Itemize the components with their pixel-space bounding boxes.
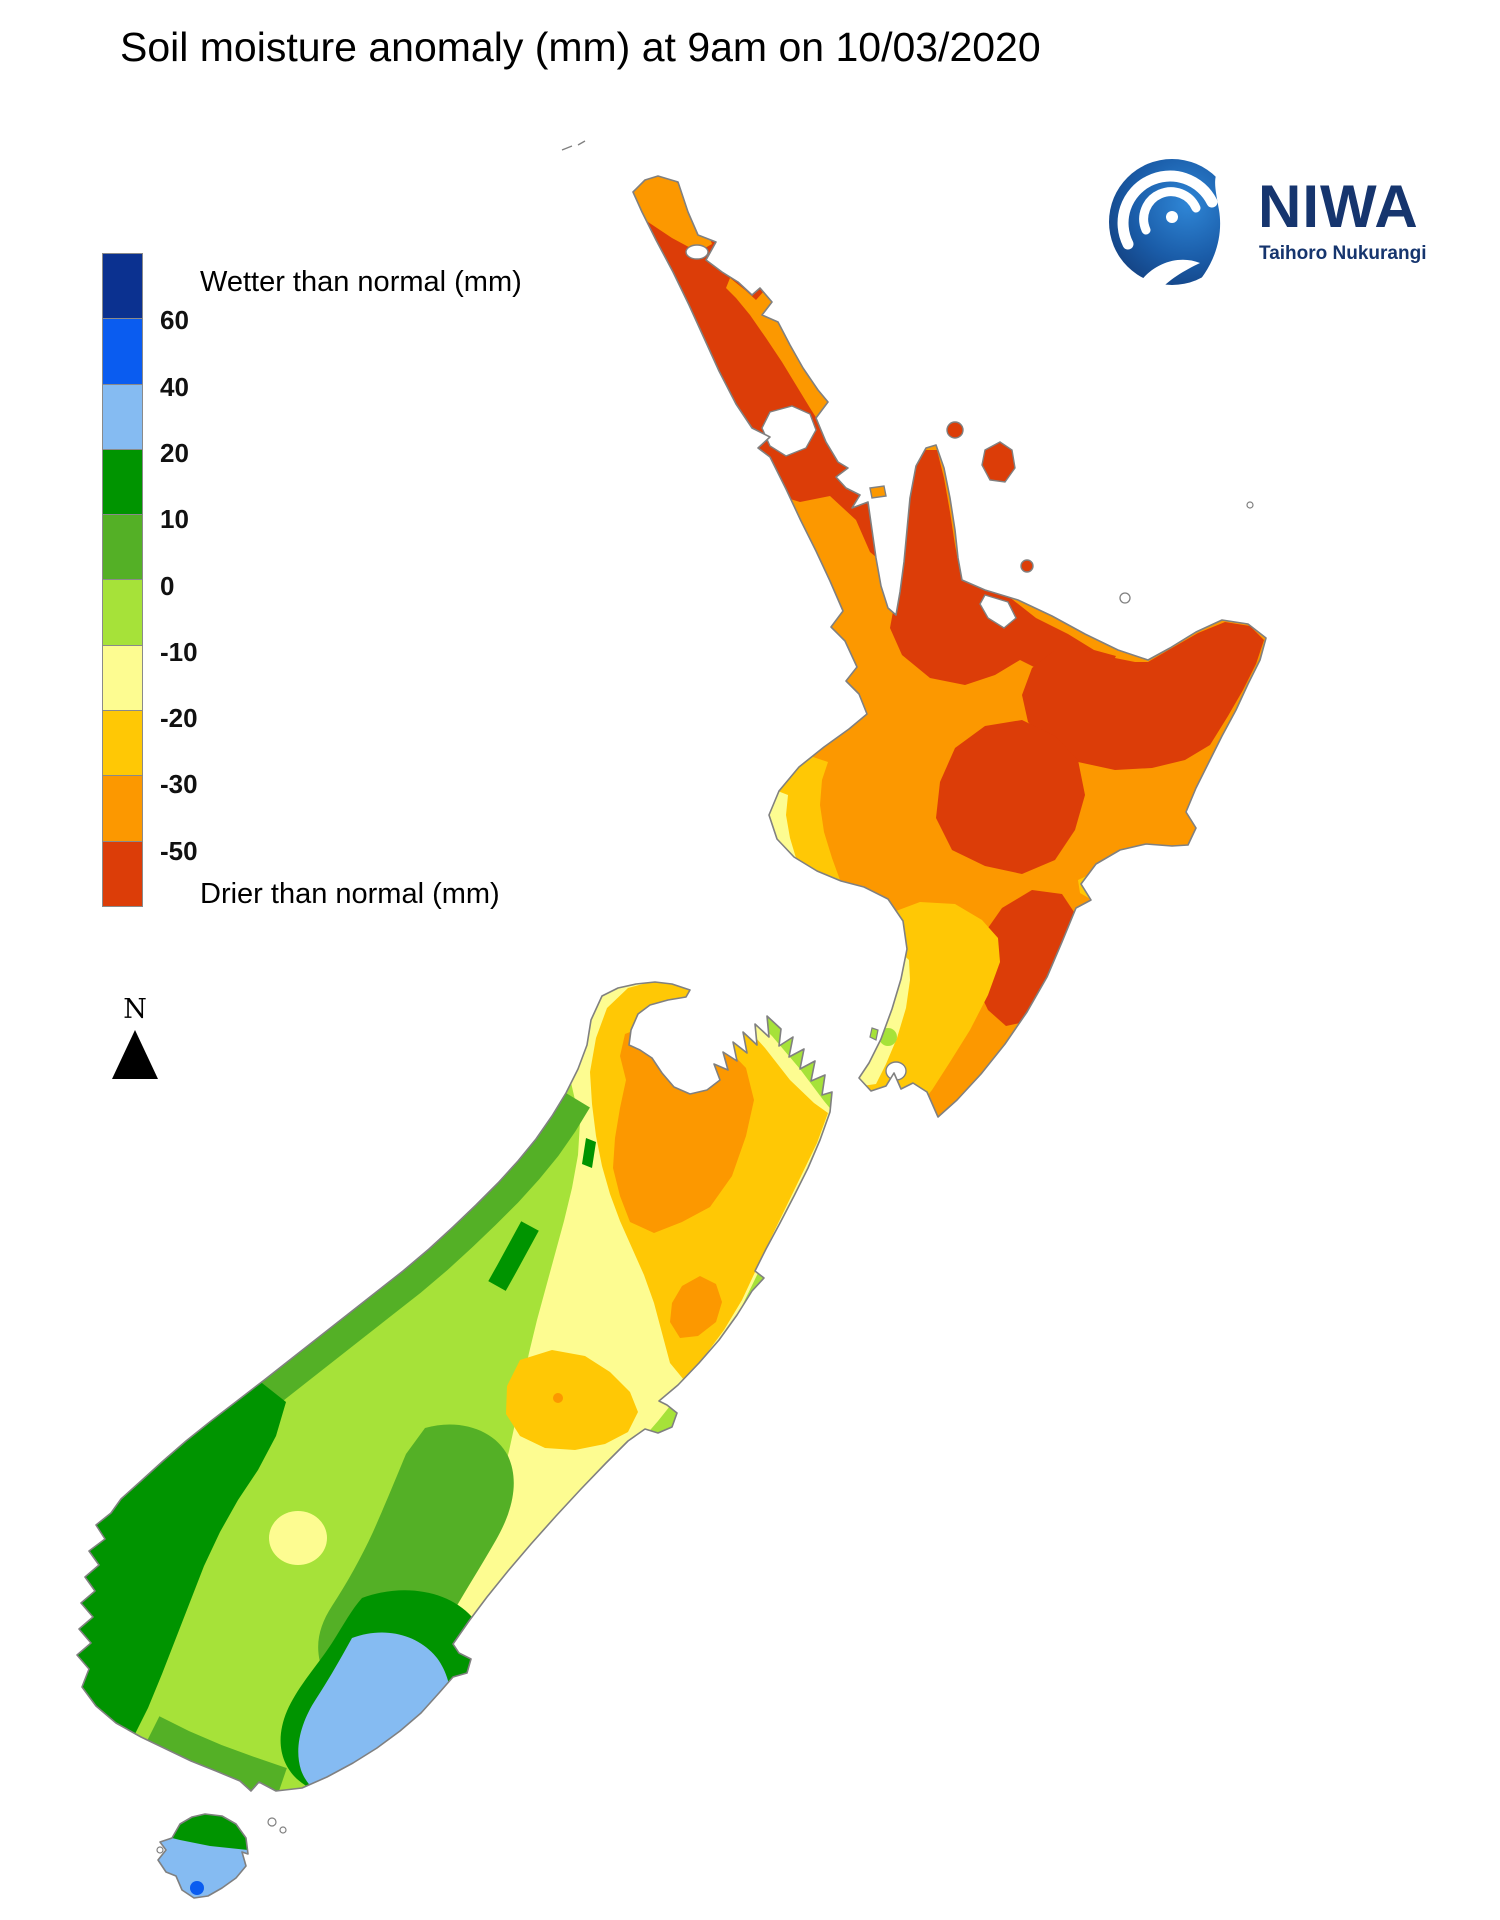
tauranga-harbour: [979, 594, 1017, 629]
region-northland-east-orange-band: [726, 278, 846, 448]
legend-tick-40: 40: [160, 371, 189, 402]
legend-tick-20: 20: [160, 437, 189, 468]
map-title: Soil moisture anomaly (mm) at 9am on 10/…: [120, 24, 1041, 70]
legend-drier-label: Drier than normal (mm): [200, 878, 500, 910]
region-taranaki-pale-yellow: [768, 790, 796, 858]
legend-tick--30: -30: [160, 769, 198, 800]
stewart-west-islet: [156, 1846, 164, 1854]
north-arrow-icon: [112, 1030, 158, 1079]
region-nelson-orange: [613, 1021, 754, 1233]
legend-block-gold: [102, 710, 143, 777]
region-central-otago-pale-yellow: [269, 1511, 327, 1565]
region-canterbury-gold: [506, 1350, 638, 1450]
south-island: [77, 982, 832, 1791]
legend-color-scale: [102, 253, 143, 907]
mayor-island: [1020, 559, 1034, 573]
region-fiordland-dark-green: [77, 1378, 286, 1752]
legend-tick-60: 60: [160, 305, 189, 336]
legend-tick--50: -50: [160, 835, 198, 866]
great-barrier-island: [981, 441, 1016, 483]
waiheke-island: [869, 485, 887, 499]
legend-block-navy: [102, 253, 143, 320]
legend-block-orange: [102, 775, 143, 842]
region-east-cape-red: [1022, 622, 1264, 770]
legend-block-light_green: [102, 579, 143, 646]
region-kaikoura-orange: [670, 1276, 722, 1338]
north-island-coastline: [632, 175, 1267, 1118]
region-cape-reinga-orange: [633, 176, 712, 252]
little-barrier-island: [946, 421, 964, 439]
ruapuke-island: [267, 1817, 277, 1827]
offshore-islet: [1246, 501, 1254, 509]
stewart-island-coastline: [157, 1813, 249, 1899]
three-kings-islands: [561, 140, 586, 151]
region-south-coast-mid-green-band: [140, 1716, 287, 1791]
region-hawkes-bay-red: [936, 720, 1085, 874]
legend-block-red: [102, 840, 143, 907]
region-coromandel-kaimai-red: [890, 450, 1116, 685]
white-island: [1119, 592, 1131, 604]
region-stewart-dark-green: [172, 1814, 248, 1850]
parengarenga-harbour: [685, 244, 709, 260]
legend-block-pale_yellow: [102, 644, 143, 712]
kapiti-island: [869, 1027, 879, 1041]
legend-wetter-label: Wetter than normal (mm): [200, 266, 522, 298]
region-nw-nelson-dark-green-patch: [582, 1138, 596, 1168]
south-island-coastline: [76, 981, 833, 1792]
niwa-logo-text: NIWA: [1258, 173, 1419, 240]
niwa-logo-icon: [1109, 159, 1244, 293]
legend-tick--20: -20: [160, 703, 198, 734]
legend-block-light_blue: [102, 383, 143, 450]
legend-tick-10: 10: [160, 504, 189, 535]
compass-north-label: N: [123, 994, 147, 1025]
ruapuke-islet: [279, 1826, 287, 1834]
legend-block-dark_green: [102, 448, 143, 516]
legend-tick-0: 0: [160, 570, 175, 601]
legend-tick--10: -10: [160, 636, 198, 667]
region-stewart-blue-spot: [190, 1881, 204, 1895]
niwa-logo-tagline: Taihoro Nukurangi: [1259, 243, 1427, 264]
region-canterbury-orange-dot: [553, 1393, 563, 1403]
region-northland-red: [633, 176, 882, 562]
region-west-coast-dark-green-segment: [488, 1221, 539, 1291]
